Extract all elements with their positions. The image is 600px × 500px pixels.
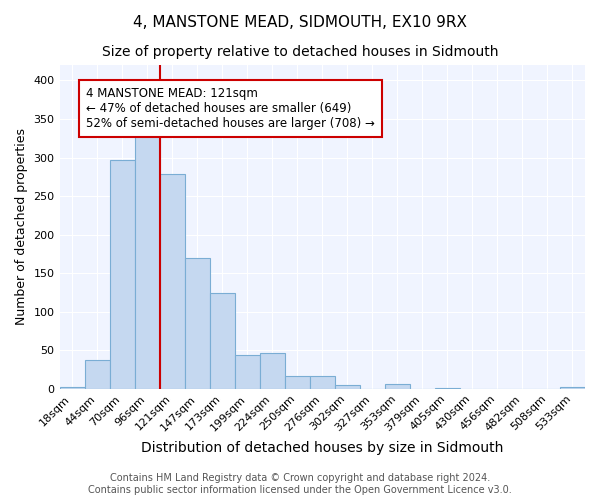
Bar [209, 293, 235, 389]
Bar [310, 376, 335, 389]
Text: Contains HM Land Registry data © Crown copyright and database right 2024.
Contai: Contains HM Land Registry data © Crown c… [88, 474, 512, 495]
Bar [335, 385, 360, 389]
Bar [260, 354, 285, 389]
Text: 4, MANSTONE MEAD, SIDMOUTH, EX10 9RX: 4, MANSTONE MEAD, SIDMOUTH, EX10 9RX [133, 15, 467, 30]
Bar [110, 160, 134, 389]
Bar [235, 355, 260, 389]
Bar [59, 386, 85, 389]
Bar [160, 174, 185, 389]
Bar [285, 376, 310, 389]
Bar [185, 258, 209, 389]
Bar [134, 134, 160, 389]
Text: 4 MANSTONE MEAD: 121sqm
← 47% of detached houses are smaller (649)
52% of semi-d: 4 MANSTONE MEAD: 121sqm ← 47% of detache… [86, 86, 374, 130]
Bar [385, 384, 410, 389]
Bar [435, 388, 460, 389]
Text: Size of property relative to detached houses in Sidmouth: Size of property relative to detached ho… [102, 45, 498, 59]
Bar [85, 360, 110, 389]
Y-axis label: Number of detached properties: Number of detached properties [15, 128, 28, 326]
X-axis label: Distribution of detached houses by size in Sidmouth: Distribution of detached houses by size … [141, 441, 503, 455]
Bar [560, 388, 585, 389]
